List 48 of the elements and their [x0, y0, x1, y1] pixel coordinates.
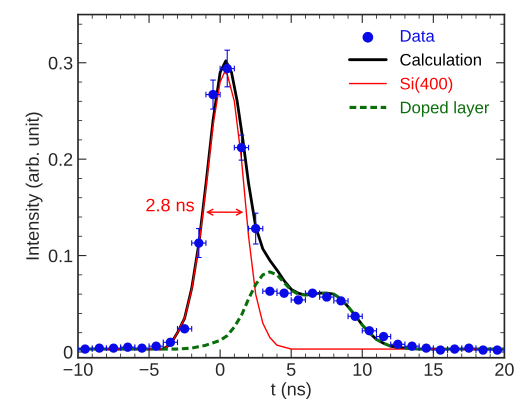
x-tick-label: −5 [140, 363, 159, 376]
point [80, 344, 90, 354]
point [208, 90, 218, 100]
point [492, 345, 502, 355]
x-tick-label: 15 [424, 363, 443, 376]
y-axis-title: Intensity (arb. unit) [26, 112, 42, 260]
point [336, 296, 346, 306]
point [94, 343, 104, 353]
x-tick-label: 0 [216, 363, 224, 376]
point [152, 342, 161, 351]
point [251, 224, 260, 234]
x-tick-label: −10 [64, 363, 93, 376]
x-tick-label: 5 [286, 363, 296, 376]
point [378, 332, 388, 342]
x-tick-label: 10 [354, 363, 372, 376]
x-axis-title: t (ns) [270, 382, 311, 400]
point [364, 326, 374, 336]
point [123, 342, 132, 352]
y-tick-label: 0.2 [48, 153, 72, 166]
point [464, 343, 474, 353]
point [407, 342, 417, 351]
point [350, 312, 360, 321]
point [194, 238, 204, 248]
point [166, 338, 176, 347]
point [436, 345, 446, 355]
annotation: 2.8 ns [146, 198, 194, 212]
point [308, 288, 318, 298]
point [294, 295, 303, 305]
x-tick-label: 20 [495, 363, 514, 376]
legend-label: Calculation [400, 53, 481, 66]
point [422, 343, 431, 353]
point [279, 288, 289, 298]
point [450, 344, 460, 354]
point [222, 64, 232, 74]
y-tick-label: 0 [64, 346, 72, 359]
point [180, 324, 190, 334]
legend-label: Doped layer [400, 101, 490, 117]
point [236, 142, 246, 152]
legend-label: Si(400) [400, 77, 452, 93]
point [108, 343, 118, 353]
point [137, 343, 147, 353]
y-tick-label: 0.3 [48, 56, 72, 70]
point [393, 340, 402, 349]
point [478, 345, 488, 355]
point [322, 292, 332, 302]
legend-label: Data [400, 30, 435, 42]
line-series [78, 270, 504, 351]
y-tick-label: 0.1 [48, 250, 72, 262]
